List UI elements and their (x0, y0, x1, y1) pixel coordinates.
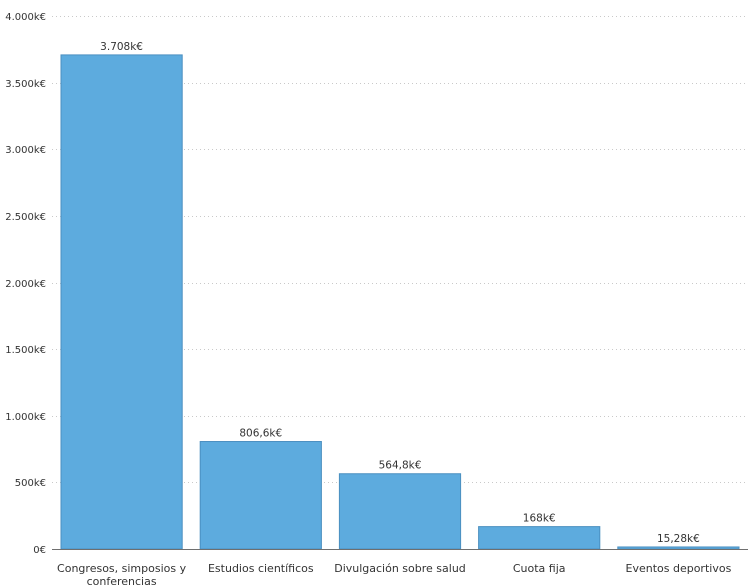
bar (617, 546, 740, 550)
bar (338, 473, 462, 550)
y-tick-label: 0€ (33, 545, 46, 556)
y-tick-label: 1.000k€ (5, 412, 46, 423)
y-tick-label: 3.500k€ (5, 79, 46, 90)
y-tick-label: 3.000k€ (5, 145, 46, 156)
category-label: Cuota fija (513, 562, 566, 575)
y-tick-label: 500k€ (15, 478, 46, 489)
data-label: 15,28k€ (657, 533, 700, 545)
data-label: 3.708k€ (100, 41, 143, 53)
category-label: Estudios científicos (208, 562, 314, 575)
y-tick-label: 1.500k€ (5, 345, 46, 356)
category-label: Eventos deportivos (626, 562, 732, 575)
x-axis-category-labels: Congresos, simposios y conferencias Estudi… (57, 562, 732, 585)
y-tick-label: 4.000k€ (5, 12, 46, 23)
y-axis-tick-labels: 0€ 500k€ 1.000k€ 1.500k€ 2.000k€ 2.500k€ 3.000… (5, 12, 46, 556)
y-tick-label: 2.500k€ (5, 212, 46, 223)
bar (60, 54, 183, 550)
category-label: Congresos, simposios y conferencias (57, 562, 187, 585)
data-label: 168k€ (523, 513, 556, 525)
bar (199, 441, 322, 550)
data-label: 564,8k€ (379, 460, 422, 472)
bars (60, 54, 740, 550)
data-labels: 3.708k€ 806,6k€ 564,8k€ 168k€ 15,28k€ (100, 41, 700, 545)
data-label: 806,6k€ (239, 428, 282, 440)
y-tick-label: 2.000k€ (5, 279, 46, 290)
bar (478, 526, 601, 550)
category-label: Divulgación sobre salud (334, 562, 466, 575)
